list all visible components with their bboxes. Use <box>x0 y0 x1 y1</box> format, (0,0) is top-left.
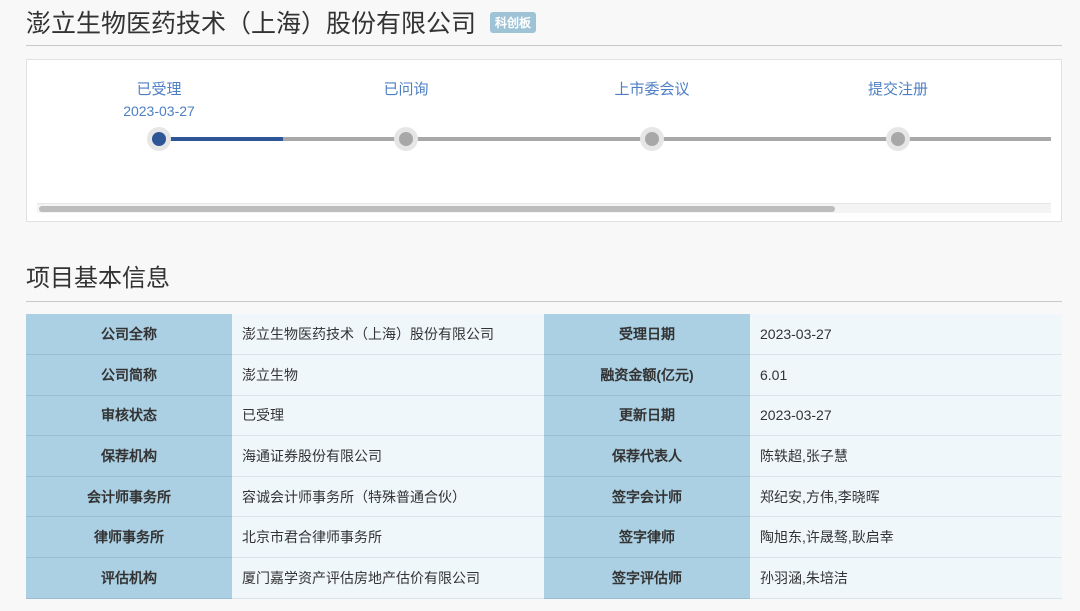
step-inquiry: 已问询 <box>326 78 486 99</box>
table-row: 律师事务所 北京市君合律师事务所 签字律师 陶旭东,许晟骜,耿启幸 <box>26 516 1062 559</box>
field-label: 公司全称 <box>26 314 232 356</box>
field-value: 2023-03-27 <box>750 395 1062 437</box>
step-label: 上市委会议 <box>614 81 690 98</box>
field-label: 保荐机构 <box>26 435 232 477</box>
field-label: 签字评估师 <box>544 557 750 599</box>
horizontal-scrollbar[interactable] <box>37 203 1051 213</box>
company-title: 澎立生物医药技术（上海）股份有限公司 科创板 <box>26 4 537 40</box>
section-title: 项目基本信息 <box>26 265 170 292</box>
field-label: 受理日期 <box>544 314 750 356</box>
timeline-track <box>157 137 1051 141</box>
step-date: 2023-03-27 <box>123 103 195 119</box>
table-row: 公司全称 澎立生物医药技术（上海）股份有限公司 受理日期 2023-03-27 <box>26 314 1062 356</box>
step-registration: 提交注册 <box>818 78 978 99</box>
field-value: 澎立生物 <box>232 354 544 396</box>
field-label: 签字会计师 <box>544 476 750 518</box>
field-label: 会计师事务所 <box>26 476 232 518</box>
field-value: 陈轶超,张子慧 <box>750 435 1062 477</box>
field-value: 厦门嘉学资产评估房地产估价有限公司 <box>232 557 544 599</box>
table-row: 会计师事务所 容诚会计师事务所（特殊普通合伙） 签字会计师 郑纪安,方伟,李晓晖 <box>26 476 1062 518</box>
step-dot <box>147 127 171 151</box>
field-value: 容诚会计师事务所（特殊普通合伙） <box>232 476 544 518</box>
table-row: 评估机构 厦门嘉学资产评估房地产估价有限公司 签字评估师 孙羽涵,朱培洁 <box>26 557 1062 599</box>
step-dot <box>394 127 418 151</box>
field-value: 澎立生物医药技术（上海）股份有限公司 <box>232 314 544 356</box>
field-value: 孙羽涵,朱培洁 <box>750 557 1062 599</box>
timeline-progress <box>157 137 283 141</box>
step-committee: 上市委会议 <box>572 78 732 99</box>
progress-timeline: 已受理 2023-03-27 已问询 上市委会议 提交注册 <box>26 59 1062 222</box>
divider <box>26 301 1062 302</box>
field-value: 6.01 <box>750 354 1062 396</box>
field-value: 郑纪安,方伟,李晓晖 <box>750 476 1062 518</box>
step-dot <box>886 127 910 151</box>
board-badge: 科创板 <box>490 11 537 33</box>
field-label: 签字律师 <box>544 516 750 559</box>
field-value: 陶旭东,许晟骜,耿启幸 <box>750 516 1062 559</box>
field-label: 评估机构 <box>26 557 232 599</box>
table-row: 公司简称 澎立生物 融资金额(亿元) 6.01 <box>26 354 1062 396</box>
step-label: 已受理 <box>136 81 182 98</box>
field-value: 2023-03-27 <box>750 314 1062 356</box>
table-row: 保荐机构 海通证券股份有限公司 保荐代表人 陈轶超,张子慧 <box>26 435 1062 477</box>
project-info-table: 公司全称 澎立生物医药技术（上海）股份有限公司 受理日期 2023-03-27 公司简称… <box>26 314 1062 599</box>
step-accepted: 已受理 2023-03-27 <box>79 78 239 119</box>
company-name: 澎立生物医药技术（上海）股份有限公司 <box>26 10 477 38</box>
field-value: 海通证券股份有限公司 <box>232 435 544 477</box>
field-label: 律师事务所 <box>26 516 232 559</box>
field-label: 公司简称 <box>26 354 232 396</box>
field-label: 保荐代表人 <box>544 435 750 477</box>
step-label: 已问询 <box>383 81 429 98</box>
field-label: 审核状态 <box>26 395 232 437</box>
field-label: 更新日期 <box>544 395 750 437</box>
table-row: 审核状态 已受理 更新日期 2023-03-27 <box>26 395 1062 437</box>
field-label: 融资金额(亿元) <box>544 354 750 396</box>
scrollbar-thumb[interactable] <box>39 206 835 212</box>
field-value: 已受理 <box>232 395 544 437</box>
step-dot <box>640 127 664 151</box>
step-label: 提交注册 <box>867 81 928 98</box>
field-value: 北京市君合律师事务所 <box>232 516 544 559</box>
divider <box>26 45 1062 46</box>
